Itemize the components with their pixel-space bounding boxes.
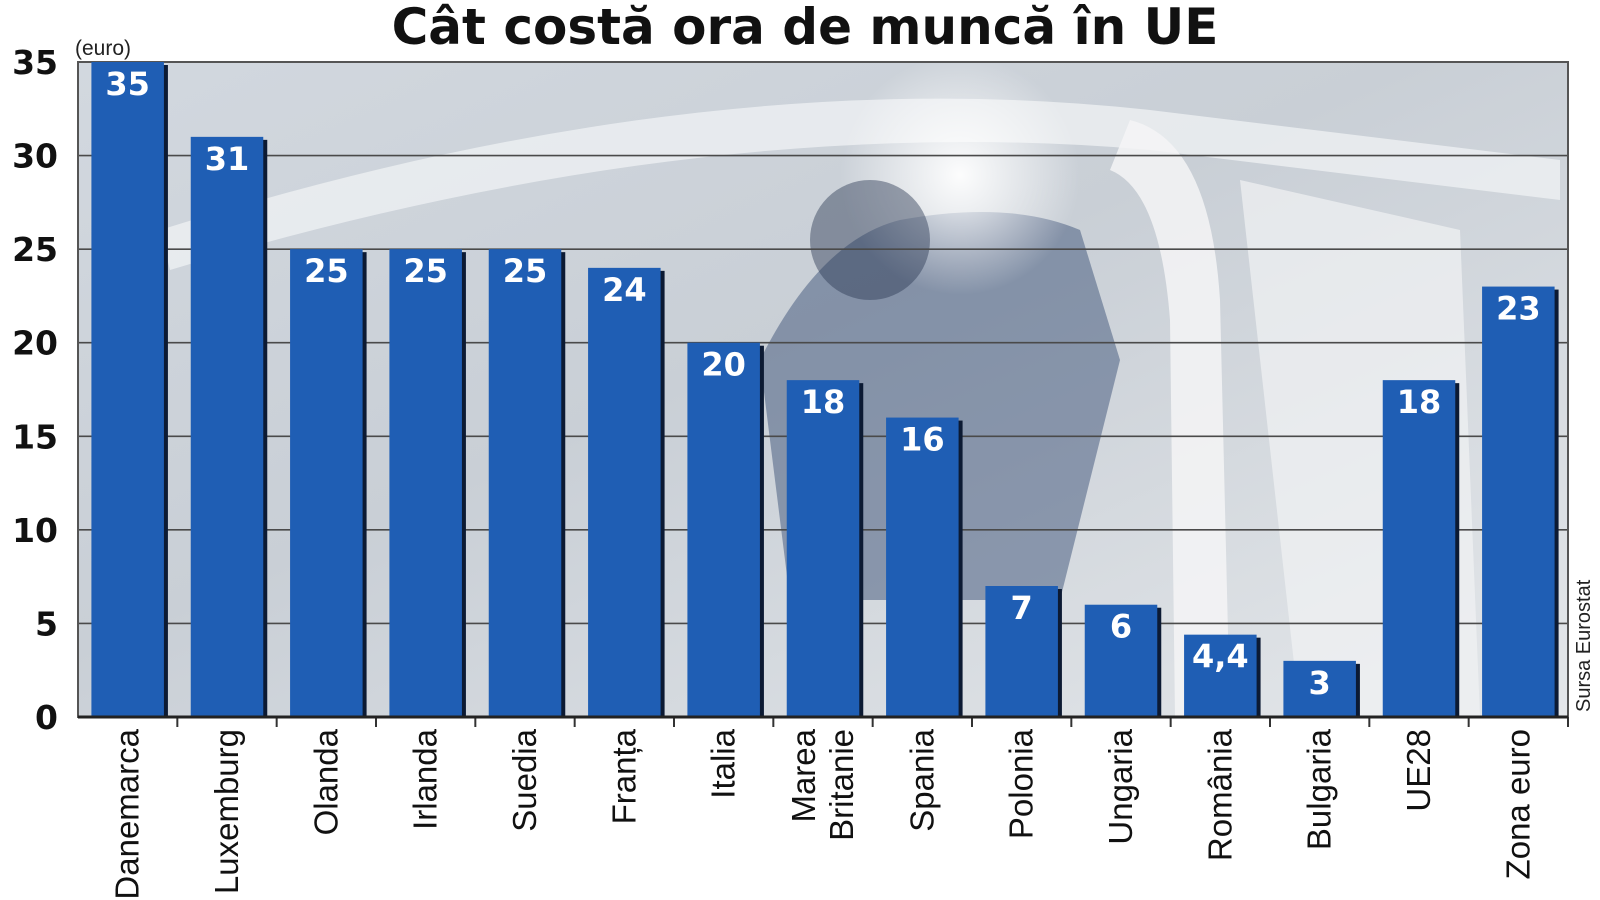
data-label: 18 — [1397, 383, 1442, 421]
data-label: 25 — [503, 252, 548, 290]
x-tick-label-line: Italia — [705, 728, 742, 798]
x-tick-label: Irlanda — [407, 728, 444, 830]
x-axis-ticks: Danemarca Luxemburg Olanda Irlanda Suedia Fra… — [109, 717, 1569, 900]
x-tick-label: Ungaria — [1102, 728, 1139, 844]
chart-title: Cât costă ora de muncă în UE — [392, 0, 1219, 56]
x-tick-label-line: Ungaria — [1102, 728, 1139, 844]
bar — [91, 62, 164, 717]
bar — [389, 249, 462, 717]
unit-label: (euro) — [75, 37, 131, 60]
x-tick-label: Franța — [605, 728, 642, 824]
bar — [1482, 286, 1555, 717]
x-tick-label-line: Spania — [903, 728, 940, 831]
x-tick-label: Marea Britanie — [785, 728, 860, 841]
x-tick-label-line: UE28 — [1400, 729, 1437, 812]
bars — [91, 62, 1559, 717]
y-axis-ticks: 0 5 10 15 20 25 30 35 — [12, 43, 58, 737]
data-label: 23 — [1496, 290, 1541, 328]
x-tick-label: Polonia — [1003, 728, 1040, 839]
data-label: 31 — [205, 140, 250, 178]
data-label: 24 — [602, 271, 647, 309]
x-tick-label-line: Danemarca — [109, 728, 146, 899]
y-tick-label: 30 — [12, 137, 58, 176]
y-tick-label: 0 — [35, 698, 58, 737]
x-tick-label-line: Luxemburg — [208, 729, 245, 894]
x-tick-label-line: Franța — [605, 728, 642, 824]
bar — [886, 417, 959, 717]
x-tick-label: UE28 — [1400, 729, 1437, 812]
x-tick-label: Spania — [903, 728, 940, 831]
y-tick-label: 5 — [35, 604, 58, 643]
data-label: 16 — [900, 421, 945, 459]
bar — [1382, 380, 1456, 717]
x-tick-label: Zona euro — [1499, 729, 1536, 879]
x-tick-label-line: Bulgaria — [1301, 728, 1338, 850]
data-label: 6 — [1110, 608, 1132, 646]
y-tick-label: 10 — [12, 511, 58, 550]
y-tick-label: 15 — [12, 417, 58, 456]
data-label: 25 — [304, 252, 349, 290]
x-tick-label-line: România — [1201, 728, 1238, 861]
data-label: 20 — [701, 346, 746, 384]
bar — [290, 249, 363, 717]
bar — [190, 136, 264, 717]
y-tick-label: 20 — [12, 324, 58, 363]
x-tick-label: Italia — [705, 728, 742, 798]
x-tick-label: Suedia — [506, 728, 543, 831]
x-tick-label-line: Britanie — [823, 729, 860, 841]
x-tick-label-line: Irlanda — [407, 728, 444, 830]
bar — [1283, 660, 1356, 717]
source-label: Sursa Eurostat — [1573, 579, 1595, 712]
bar — [985, 586, 1058, 717]
x-tick-label: România — [1201, 728, 1238, 861]
x-tick-label: Olanda — [307, 728, 344, 835]
bar — [687, 342, 760, 717]
data-label: 3 — [1309, 664, 1331, 702]
x-tick-label-line: Polonia — [1003, 728, 1040, 839]
data-label: 4,4 — [1192, 638, 1249, 676]
bar — [786, 380, 860, 717]
x-tick-label: Danemarca — [109, 728, 146, 899]
data-label: 25 — [403, 252, 448, 290]
bar — [588, 267, 661, 717]
data-label: 7 — [1011, 589, 1033, 627]
y-tick-label: 25 — [12, 230, 58, 269]
x-tick-label-line: Marea — [785, 728, 822, 822]
data-label: 18 — [801, 383, 846, 421]
bar — [488, 249, 562, 717]
bar — [1184, 634, 1257, 717]
data-label: 35 — [105, 65, 150, 103]
x-tick-label-line: Olanda — [307, 728, 344, 835]
y-tick-label: 35 — [12, 43, 58, 82]
x-tick-label: Bulgaria — [1301, 728, 1338, 850]
bar — [1084, 604, 1158, 717]
x-tick-label-line: Suedia — [506, 728, 543, 831]
x-tick-label-line: Zona euro — [1499, 729, 1536, 879]
x-tick-label: Luxemburg — [208, 729, 245, 894]
data-labels: 35 31 25 25 25 24 20 18 16 7 6 4,4 3 18 23 — [105, 65, 1540, 702]
